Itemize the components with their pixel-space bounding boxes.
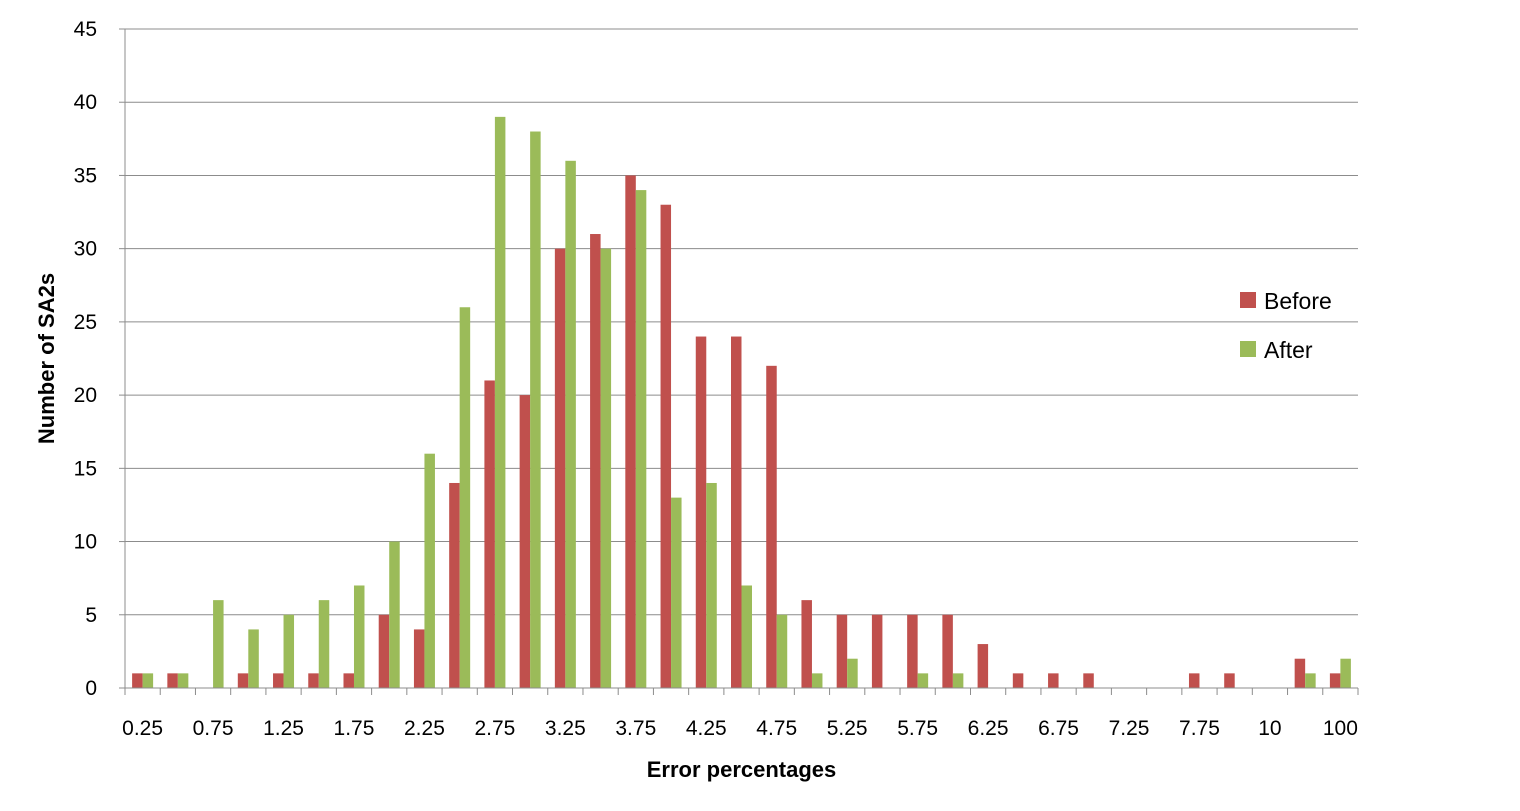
y-tick-labels: 0 5 10 15 20 25 30 35 40 45 (74, 18, 97, 700)
bar-after (565, 160, 576, 689)
bar-before (977, 644, 989, 688)
bar-before (1294, 658, 1306, 688)
bar-before (1048, 673, 1059, 688)
bar-after (530, 131, 541, 688)
bar-after (811, 673, 823, 688)
bar-after (459, 307, 471, 688)
bar-before (413, 629, 425, 688)
bar-before (343, 673, 354, 688)
bar-after (389, 541, 400, 688)
bar-after (706, 482, 717, 688)
x-tick-label: 4.25 (686, 717, 727, 740)
bar-before (660, 204, 672, 688)
x-tick-label: 2.75 (474, 717, 515, 740)
x-tick-label: 2.25 (404, 717, 445, 740)
bar-after (671, 497, 682, 688)
x-tick-label: 1.75 (334, 717, 375, 740)
legend-label-after: After (1264, 337, 1313, 363)
x-tick-label: 6.75 (1038, 717, 1079, 740)
bar-before (1329, 673, 1341, 688)
y-tick-label: 0 (85, 677, 97, 700)
bar-before (871, 614, 883, 688)
bar-before (484, 380, 495, 688)
bar-before (1012, 673, 1024, 688)
y-tick-label: 35 (74, 164, 97, 187)
y-tick-label: 5 (85, 604, 97, 627)
x-tick-label: 10 (1258, 717, 1281, 740)
x-tick-label: 5.25 (827, 717, 868, 740)
bar-after (1305, 673, 1316, 688)
bar-before (942, 614, 953, 688)
bar-after (177, 673, 189, 688)
x-tick-label: 100 (1323, 717, 1358, 740)
bar-before (590, 234, 601, 688)
x-tick-label: 1.25 (263, 717, 304, 740)
legend-swatch-before (1240, 292, 1256, 308)
bar-after (1340, 658, 1351, 688)
y-tick-label: 20 (74, 384, 97, 407)
y-tick-label: 15 (74, 457, 97, 480)
bar-before (801, 600, 812, 688)
x-tick-label: 0.25 (122, 717, 163, 740)
bar-after (494, 116, 506, 688)
y-tick-label: 10 (74, 531, 97, 554)
bar-after (917, 673, 929, 688)
x-tick-label: 7.25 (1109, 717, 1150, 740)
bar-after (213, 600, 224, 688)
bars (132, 116, 1351, 689)
bar-before (1188, 673, 1200, 688)
bar-before (519, 395, 531, 688)
bar-after (318, 600, 330, 688)
bar-after (847, 658, 858, 688)
x-tick-label: 6.25 (968, 717, 1009, 740)
x-tick-label: 4.75 (756, 717, 797, 740)
bar-before (132, 673, 143, 688)
y-tick-label: 30 (74, 238, 97, 261)
bar-before (731, 336, 742, 688)
x-tick-label: 5.75 (897, 717, 938, 740)
bar-before (625, 175, 636, 688)
bar-after (741, 585, 752, 688)
x-tick-label: 3.25 (545, 717, 586, 740)
bar-after (353, 585, 365, 688)
bar-after (600, 248, 612, 688)
legend-label-before: Before (1264, 288, 1332, 314)
bar-before (167, 673, 178, 688)
bar-before (907, 614, 918, 688)
y-axis-title: Number of SA2s (34, 273, 59, 444)
x-tick-label: 7.75 (1179, 717, 1220, 740)
y-tick-label: 40 (74, 91, 97, 114)
bar-after (952, 673, 964, 688)
bar-before (273, 673, 284, 688)
bar-before (836, 614, 848, 688)
legend: Before After (1240, 288, 1332, 363)
y-tick-label: 45 (74, 18, 97, 41)
bar-after (283, 614, 295, 688)
bar-before (1083, 673, 1094, 688)
bar-before (1224, 673, 1235, 688)
x-tick-label: 0.75 (193, 717, 234, 740)
axes (124, 29, 1359, 695)
x-axis-title: Error percentages (647, 757, 837, 782)
bar-after (635, 190, 647, 689)
x-tick-labels: 0.25 0.75 1.25 1.75 2.25 2.75 3.25 3.75 4.25 4.75… (122, 717, 1358, 740)
bar-after (142, 673, 154, 688)
y-tick-label: 25 (74, 311, 97, 334)
bar-after (776, 614, 788, 688)
bar-before (378, 614, 390, 688)
bar-before (237, 673, 249, 688)
legend-swatch-after (1240, 341, 1256, 357)
x-tick-label: 3.75 (615, 717, 656, 740)
bar-before (766, 365, 777, 688)
bar-before (554, 248, 566, 688)
bar-before (449, 482, 460, 688)
bar-after (424, 453, 435, 688)
bar-before (695, 336, 707, 688)
bar-after (248, 629, 259, 688)
bar-before (308, 673, 319, 688)
